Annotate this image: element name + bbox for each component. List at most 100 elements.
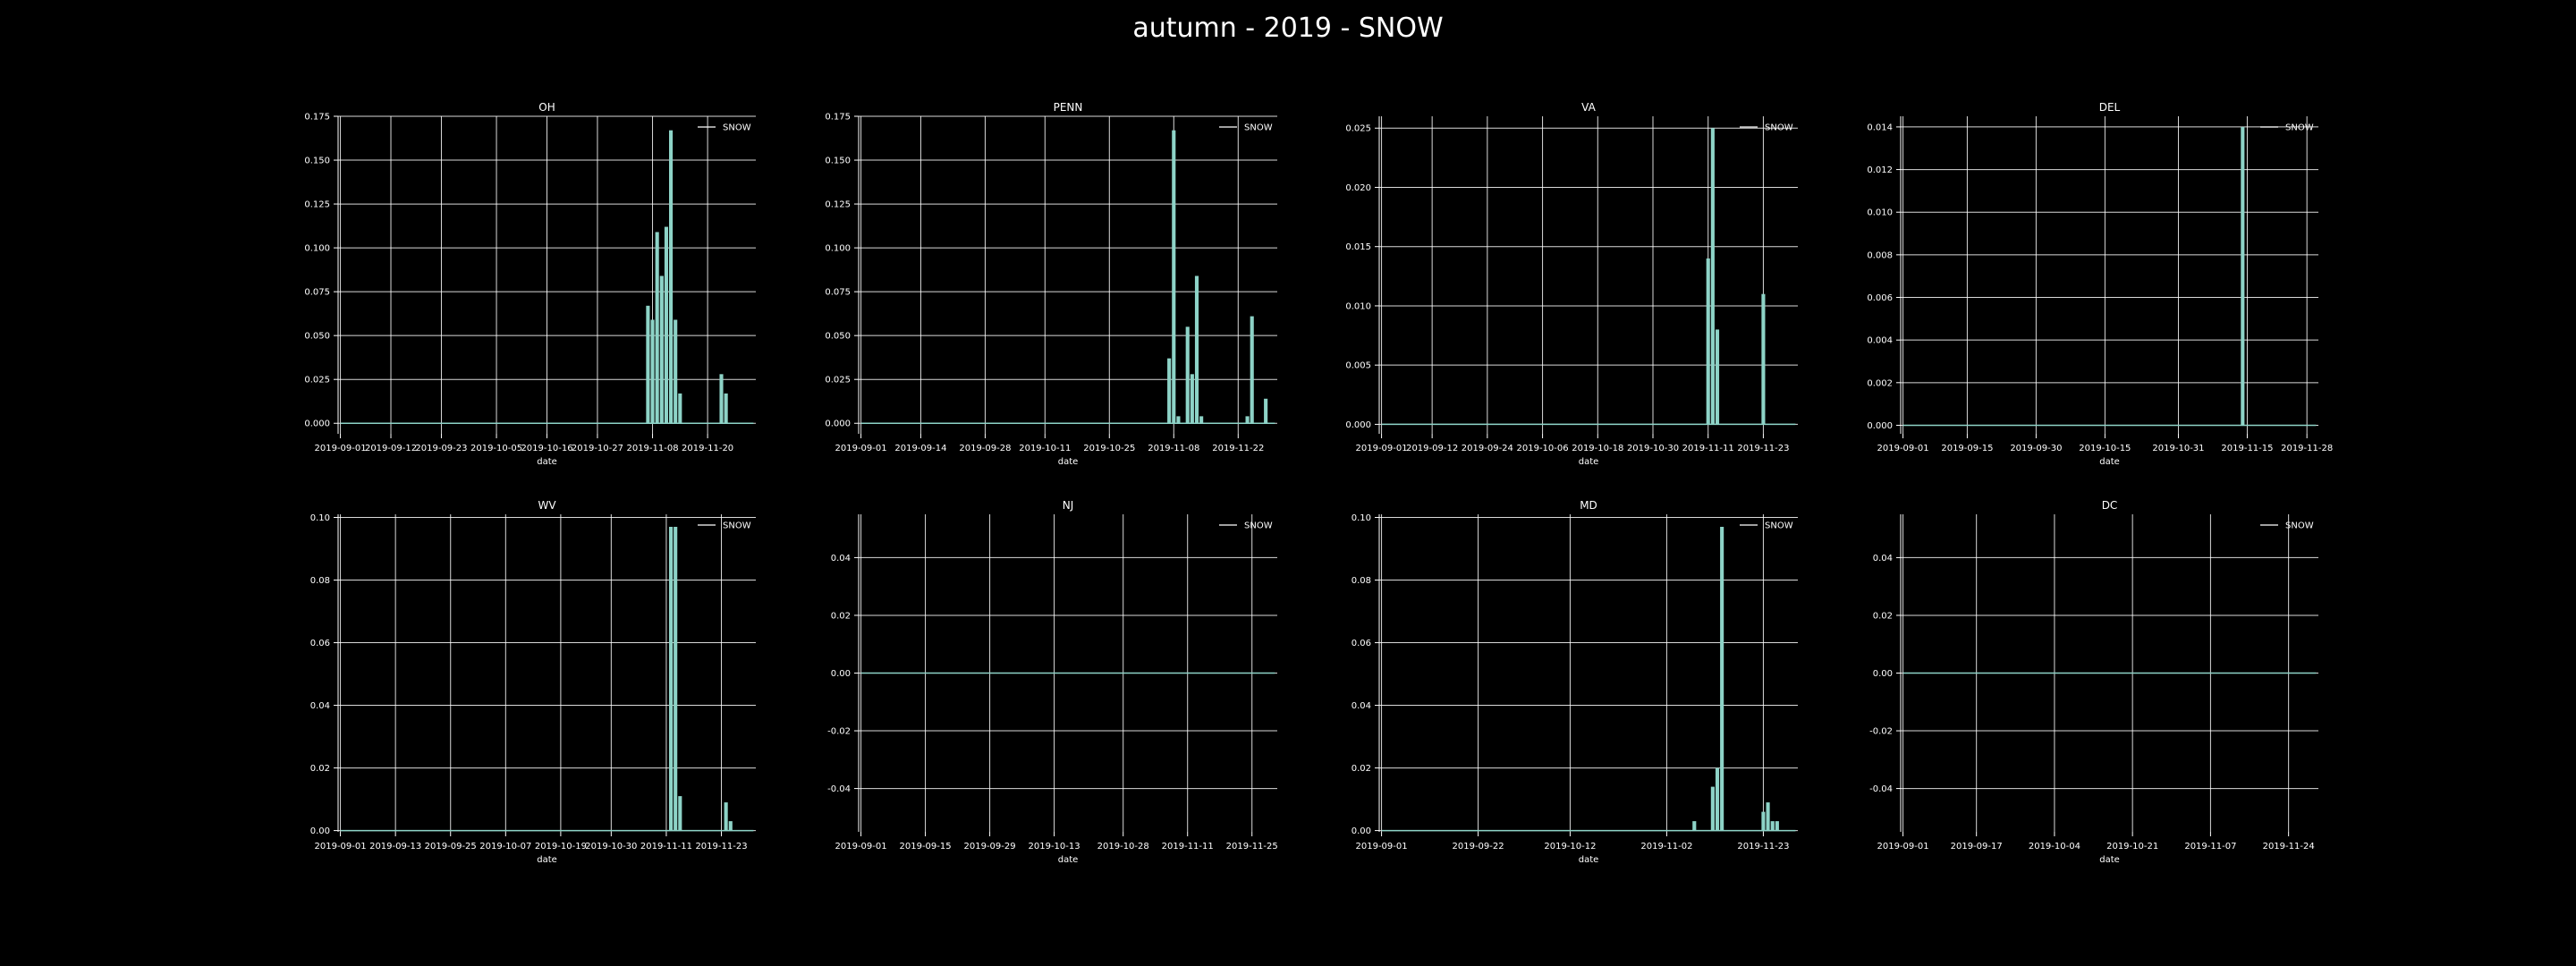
bar xyxy=(1770,821,1775,831)
y-tick-label: -0.02 xyxy=(827,727,851,737)
x-tick-label: 2019-10-21 xyxy=(2106,842,2158,852)
x-tick-label: 2019-09-12 xyxy=(365,444,417,453)
y-tick-label: 0.06 xyxy=(310,639,330,648)
bar xyxy=(728,821,733,831)
subplot-nj: -0.04 -0.02 0.00 0.02 0.04 2019-09-01 2019-09-… xyxy=(827,499,1278,865)
y-tick-label: 0.025 xyxy=(825,376,851,386)
x-tick-label: 2019-11-24 xyxy=(2263,842,2315,852)
y-tick-label: 0.04 xyxy=(310,701,330,711)
x-tick-label: 2019-11-07 xyxy=(2184,842,2236,852)
y-tick-label: 0.025 xyxy=(1345,124,1371,134)
bar xyxy=(1706,258,1710,425)
bar xyxy=(1710,786,1715,831)
y-tick-label: 0.04 xyxy=(831,554,851,564)
x-tick-label: 2019-10-12 xyxy=(1544,842,1596,852)
bar xyxy=(1775,821,1779,831)
x-tick-label: 2019-10-11 xyxy=(1019,444,1071,453)
y-tick-label: 0.04 xyxy=(1873,554,1893,564)
subplot-oh: 0.000 0.025 0.050 0.075 0.100 0.125 0.150 0.175… xyxy=(304,101,756,467)
legend-label: SNOW xyxy=(1244,521,1273,531)
x-tick-label: 2019-11-23 xyxy=(1737,444,1789,453)
legend-label: SNOW xyxy=(723,521,751,531)
y-tick-label: 0.020 xyxy=(1345,183,1371,193)
y-tick-label: 0.150 xyxy=(304,157,330,166)
subplot-del: 0.000 0.002 0.004 0.006 0.008 0.010 0.012 0.014… xyxy=(1867,101,2333,467)
y-tick-label: 0.010 xyxy=(1867,208,1893,218)
bar xyxy=(1715,329,1720,425)
bar xyxy=(1761,293,1766,425)
y-tick-label: 0.014 xyxy=(1867,123,1893,132)
y-tick-label: 0.06 xyxy=(1352,639,1371,648)
x-tick-label: 2019-11-02 xyxy=(1640,842,1692,852)
y-tick-label: -0.04 xyxy=(1869,784,1893,794)
x-tick-label: 2019-10-25 xyxy=(1083,444,1135,453)
x-tick-label: 2019-09-25 xyxy=(425,842,477,852)
x-tick-label: 2019-09-28 xyxy=(959,444,1011,453)
x-axis-label: date xyxy=(1058,855,1079,865)
y-tick-label: 0.008 xyxy=(1867,250,1893,260)
bar xyxy=(678,393,682,424)
subplot-dc: -0.04 -0.02 0.00 0.02 0.04 2019-09-01 2019-09-… xyxy=(1869,499,2318,865)
x-tick-label: 2019-09-30 xyxy=(2010,444,2062,453)
bar xyxy=(674,527,678,831)
x-tick-label: 2019-09-15 xyxy=(1941,444,1993,453)
x-tick-label: 2019-09-17 xyxy=(1951,842,2003,852)
x-tick-label: 2019-09-01 xyxy=(1356,842,1408,852)
bar xyxy=(1190,374,1194,424)
x-tick-label: 2019-09-23 xyxy=(415,444,467,453)
x-tick-label: 2019-10-05 xyxy=(470,444,522,453)
subplot-title: MD xyxy=(1580,499,1597,512)
x-tick-label: 2019-11-11 xyxy=(640,842,692,852)
x-axis-label: date xyxy=(1579,855,1599,865)
x-tick-label: 2019-10-19 xyxy=(535,842,587,852)
legend-label: SNOW xyxy=(1765,521,1793,531)
x-tick-label: 2019-11-11 xyxy=(1162,842,1214,852)
bar xyxy=(1250,316,1254,424)
bar xyxy=(678,796,682,831)
x-axis-label: date xyxy=(1058,457,1079,467)
subplot-va: 0.000 0.005 0.010 0.015 0.020 0.025 2019-09-01… xyxy=(1345,101,1798,467)
y-tick-label: 0.000 xyxy=(1345,420,1371,430)
legend-label: SNOW xyxy=(1765,123,1793,133)
bar xyxy=(724,802,728,831)
x-tick-label: 2019-09-01 xyxy=(1877,842,1929,852)
legend-label: SNOW xyxy=(723,123,751,133)
bar xyxy=(1199,416,1204,424)
x-tick-label: 2019-11-22 xyxy=(1212,444,1264,453)
x-tick-label: 2019-10-06 xyxy=(1517,444,1569,453)
y-tick-label: 0.002 xyxy=(1867,378,1893,388)
x-tick-label: 2019-10-27 xyxy=(572,444,623,453)
subplot-title: VA xyxy=(1581,101,1596,114)
x-tick-label: 2019-10-30 xyxy=(585,842,637,852)
bar xyxy=(1766,802,1770,831)
y-tick-label: 0.08 xyxy=(310,576,330,586)
x-tick-label: 2019-10-28 xyxy=(1097,842,1149,852)
y-tick-label: 0.10 xyxy=(1352,513,1371,523)
x-tick-label: 2019-11-08 xyxy=(1148,444,1199,453)
x-tick-label: 2019-10-07 xyxy=(479,842,531,852)
x-tick-label: 2019-10-31 xyxy=(2152,444,2204,453)
y-tick-label: 0.012 xyxy=(1867,165,1893,175)
bar xyxy=(669,527,674,831)
x-tick-label: 2019-11-15 xyxy=(2221,444,2273,453)
bar xyxy=(659,275,664,424)
y-tick-label: 0.00 xyxy=(1873,669,1893,679)
x-tick-label: 2019-09-22 xyxy=(1453,842,1504,852)
bar xyxy=(664,226,668,424)
y-tick-label: 0.00 xyxy=(831,669,851,679)
y-tick-label: 0.004 xyxy=(1867,336,1893,346)
subplot-title: NJ xyxy=(1063,499,1074,512)
x-tick-label: 2019-09-29 xyxy=(964,842,1016,852)
x-tick-label: 2019-09-01 xyxy=(315,444,367,453)
x-tick-label: 2019-11-23 xyxy=(1737,842,1789,852)
x-tick-label: 2019-09-12 xyxy=(1406,444,1458,453)
y-tick-label: 0.08 xyxy=(1352,576,1371,586)
y-tick-label: 0.00 xyxy=(310,826,330,836)
y-tick-label: 0.075 xyxy=(304,288,330,298)
x-tick-label: 2019-09-13 xyxy=(369,842,421,852)
y-tick-label: 0.075 xyxy=(825,288,851,298)
bar xyxy=(650,319,655,424)
bar xyxy=(1245,416,1250,424)
bar xyxy=(1761,811,1766,831)
